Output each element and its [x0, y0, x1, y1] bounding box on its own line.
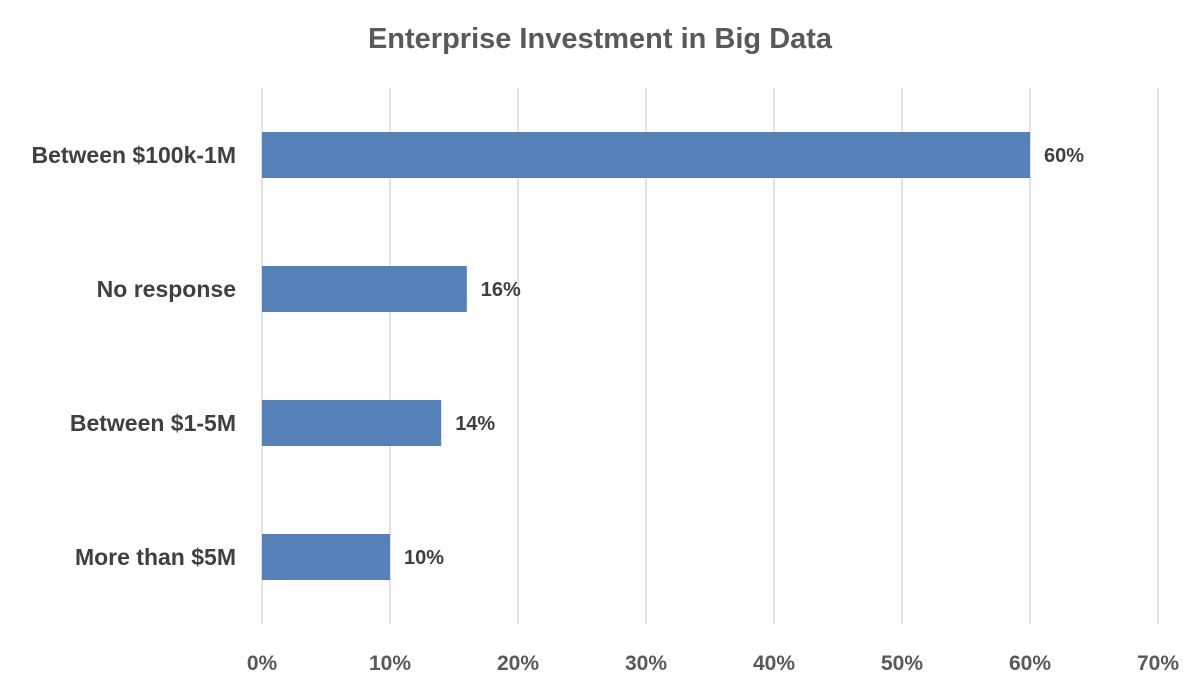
x-tick-label: 50% — [881, 652, 923, 675]
category-label: Between $100k-1M — [31, 142, 236, 168]
x-tick-label: 0% — [247, 652, 278, 675]
category-label: Between $1-5M — [70, 410, 236, 436]
category-labels: Between $100k-1M No response Between $1-5M… — [31, 142, 236, 570]
category-label: No response — [97, 276, 236, 302]
x-tick-label: 20% — [497, 652, 539, 675]
x-tick-label: 70% — [1137, 652, 1179, 675]
bar-data-label: 14% — [455, 413, 495, 435]
x-tick-label: 60% — [1009, 652, 1051, 675]
bar-data-label: 16% — [481, 279, 521, 301]
bar — [262, 266, 467, 312]
bar — [262, 132, 1030, 178]
bars: 60% 16% 14% 10% — [262, 132, 1084, 580]
x-tick-label: 40% — [753, 652, 795, 675]
x-tick-label: 10% — [369, 652, 411, 675]
chart-title: Enterprise Investment in Big Data — [368, 23, 833, 55]
bar-data-label: 10% — [404, 547, 444, 569]
x-tick-label: 30% — [625, 652, 667, 675]
bar-data-label: 60% — [1044, 145, 1084, 167]
bar — [262, 534, 390, 580]
x-axis-tick-labels: 0% 10% 20% 30% 40% 50% 60% 70% — [247, 652, 1180, 675]
bar — [262, 400, 442, 446]
category-label: More than $5M — [75, 544, 236, 570]
